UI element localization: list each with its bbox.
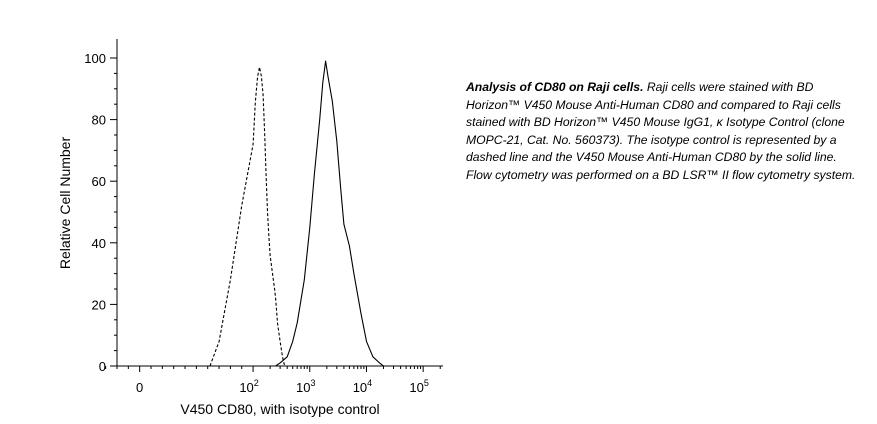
cd80-histogram — [275, 60, 384, 367]
histogram-chart: 0 20 40 60 80 100 0 102 103 104 105 V450 CD80, wit… — [57, 39, 443, 417]
caption-body: Raji cells were stained with BD Horizon™… — [466, 80, 856, 182]
y-tick-label: 40 — [92, 236, 106, 251]
x-tick-label: 102 — [239, 378, 258, 395]
y-tick-label: 80 — [92, 113, 106, 128]
x-tick-label: 105 — [409, 378, 428, 395]
figure-caption: Analysis of CD80 on Raji cells. Raji cel… — [466, 79, 856, 185]
caption-title: Analysis of CD80 on Raji cells. — [466, 80, 644, 94]
y-tick-label: 0 — [99, 359, 106, 374]
x-axis-title: V450 CD80, with isotype control — [180, 401, 379, 417]
isotype-control-histogram — [209, 66, 286, 367]
plot-area: 0 20 40 60 80 100 0 102 103 104 105 — [84, 39, 443, 395]
y-axis-title: Relative Cell Number — [57, 137, 73, 270]
y-tick-label: 20 — [92, 297, 106, 312]
x-tick-label: 103 — [296, 378, 315, 395]
x-tick-label: 104 — [353, 378, 372, 395]
x-tick-label: 0 — [136, 380, 143, 395]
y-tick-label: 60 — [92, 174, 106, 189]
y-tick-label: 100 — [84, 51, 106, 66]
